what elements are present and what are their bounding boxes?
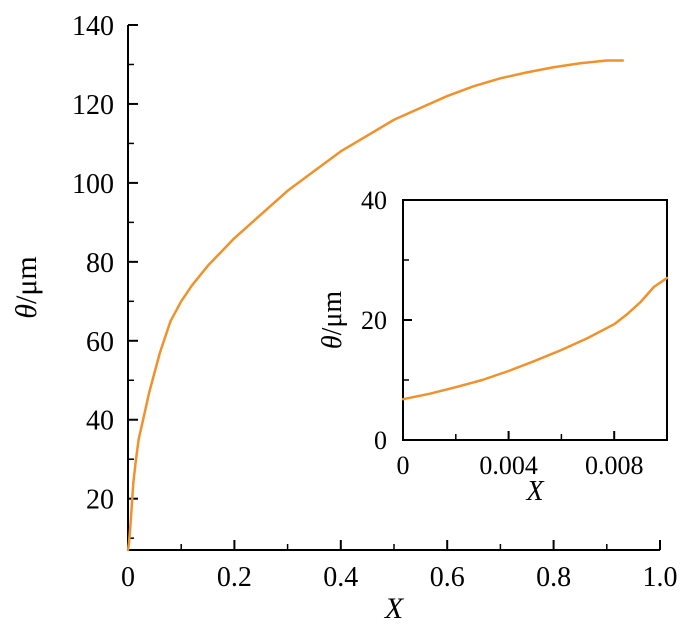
main-x-tick-label: 0 <box>121 562 135 593</box>
inset-y-tick-label: 0 <box>374 426 387 455</box>
inset-y-tick-label: 40 <box>361 186 387 215</box>
main-x-tick-label: 0.8 <box>536 562 571 593</box>
main-y-axis-title-unit: /μm <box>10 256 43 304</box>
inset-y-axis-title: θ/μm <box>317 291 348 350</box>
main-x-tick-label: 1.0 <box>643 562 678 593</box>
inset-x-tick-label: 0.008 <box>585 451 644 480</box>
main-y-axis-title-symbol: θ <box>10 304 43 319</box>
inset-plot: 0 0.004 0.008 0 20 40 Xθ/μm <box>317 186 669 507</box>
inset-x-tick-label: 0.004 <box>479 451 538 480</box>
main-y-tick-label: 80 <box>86 248 114 279</box>
main-y-tick-label: 140 <box>72 11 114 42</box>
main-plot: 0 0.2 0.4 0.6 0.8 1.0 20 40 60 80 100 120 140 Xθ/μm <box>10 11 678 625</box>
main-x-tick-label: 0.2 <box>217 562 252 593</box>
main-x-tick-label: 0.4 <box>323 562 358 593</box>
inset-frame <box>402 199 668 441</box>
inset-series-line <box>401 276 669 401</box>
inset-y-axis-title-symbol: θ <box>317 335 348 349</box>
main-y-tick-label: 120 <box>72 90 114 121</box>
inset-x-axis-title: X <box>525 476 544 507</box>
main-series-line <box>126 59 625 552</box>
main-x-tick-label: 0.6 <box>430 562 465 593</box>
main-y-tick-label: 100 <box>72 169 114 200</box>
inset-y-axis-title-unit: /μm <box>317 291 348 336</box>
main-y-tick-label: 60 <box>86 327 114 358</box>
inset-y-tick-label: 20 <box>361 306 387 335</box>
main-y-tick-label: 40 <box>86 406 114 437</box>
main-y-axis-title: θ/μm <box>10 256 43 319</box>
main-y-tick-label: 20 <box>86 485 114 516</box>
inset-x-tick-label: 0 <box>397 451 410 480</box>
main-x-axis-title: X <box>384 592 405 625</box>
